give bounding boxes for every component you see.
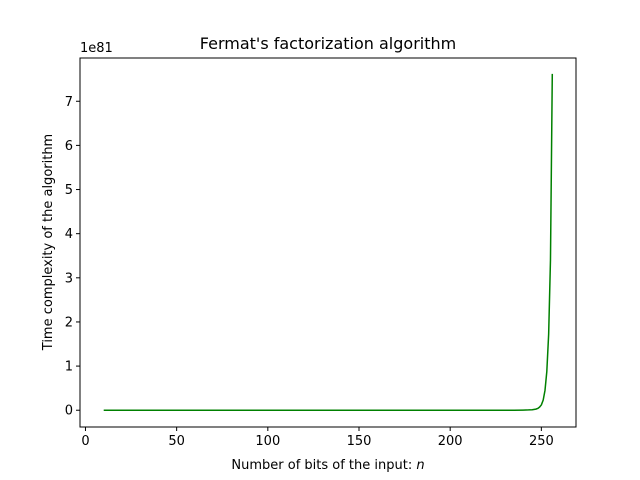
chart-title: Fermat's factorization algorithm: [200, 34, 456, 53]
x-axis-ticks: 0 50 100 150 200 250: [81, 427, 554, 449]
x-tick-label: 50: [168, 434, 185, 449]
y-offset-label: 1e81: [80, 41, 113, 56]
y-tick-label: 5: [65, 183, 73, 198]
y-tick-label: 3: [65, 271, 73, 286]
y-tick-label: 1: [65, 360, 73, 375]
x-tick-label: 0: [81, 434, 89, 449]
x-tick-label: 250: [529, 434, 554, 449]
y-tick-label: 0: [65, 404, 73, 419]
x-axis-label-text: Number of bits of the input:: [231, 458, 416, 473]
x-tick-label: 150: [347, 434, 372, 449]
x-axis-label: Number of bits of the input: n: [231, 458, 424, 473]
y-tick-label: 4: [65, 227, 73, 242]
axes-frame: [79, 57, 577, 428]
y-axis-ticks: 0 1 2 3 4 5 6 7: [65, 95, 80, 419]
x-axis-label-variable: n: [416, 458, 424, 473]
series-line-0: [103, 73, 554, 411]
x-tick-label: 200: [438, 434, 463, 449]
y-axis-label: Time complexity of the algorithm: [41, 134, 56, 351]
plot-area: [103, 73, 554, 411]
y-tick-label: 6: [65, 139, 73, 154]
x-tick-label: 100: [255, 434, 280, 449]
y-tick-label: 7: [65, 95, 73, 110]
y-tick-label: 2: [65, 315, 73, 330]
